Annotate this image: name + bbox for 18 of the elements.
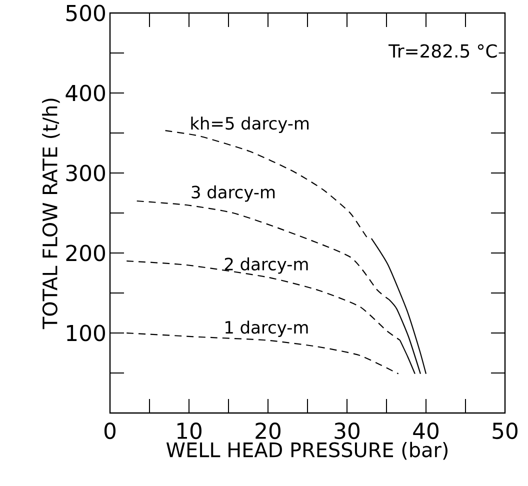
x-tick-label: 0 (104, 422, 116, 440)
series-label: 3 darcy-m (192, 185, 275, 202)
x-tick-label: 40 (413, 422, 438, 440)
y-tick-label: 500 (66, 4, 106, 22)
series-label: kh=5 darcy-m (191, 116, 309, 133)
x-axis-title: WELL HEAD PRESSURE (bar) (166, 442, 448, 460)
y-tick-label: 300 (66, 164, 106, 182)
y-tick-label: 100 (67, 324, 106, 342)
annotation: Tr=282.5 °C (388, 44, 497, 58)
y-axis-title: TOTAL FLOW RATE (t/h) (42, 98, 60, 330)
x-tick-label: 50 (492, 422, 518, 440)
x-tick-label: 20 (256, 422, 280, 440)
series-label: 2 darcy-m (224, 257, 308, 274)
y-tick-label: 200 (66, 244, 106, 262)
y-tick-label: 400 (66, 84, 106, 102)
series-label: 1 darcy-m (226, 320, 308, 337)
x-tick-label: 10 (177, 422, 202, 440)
x-tick-label: 30 (334, 422, 360, 440)
